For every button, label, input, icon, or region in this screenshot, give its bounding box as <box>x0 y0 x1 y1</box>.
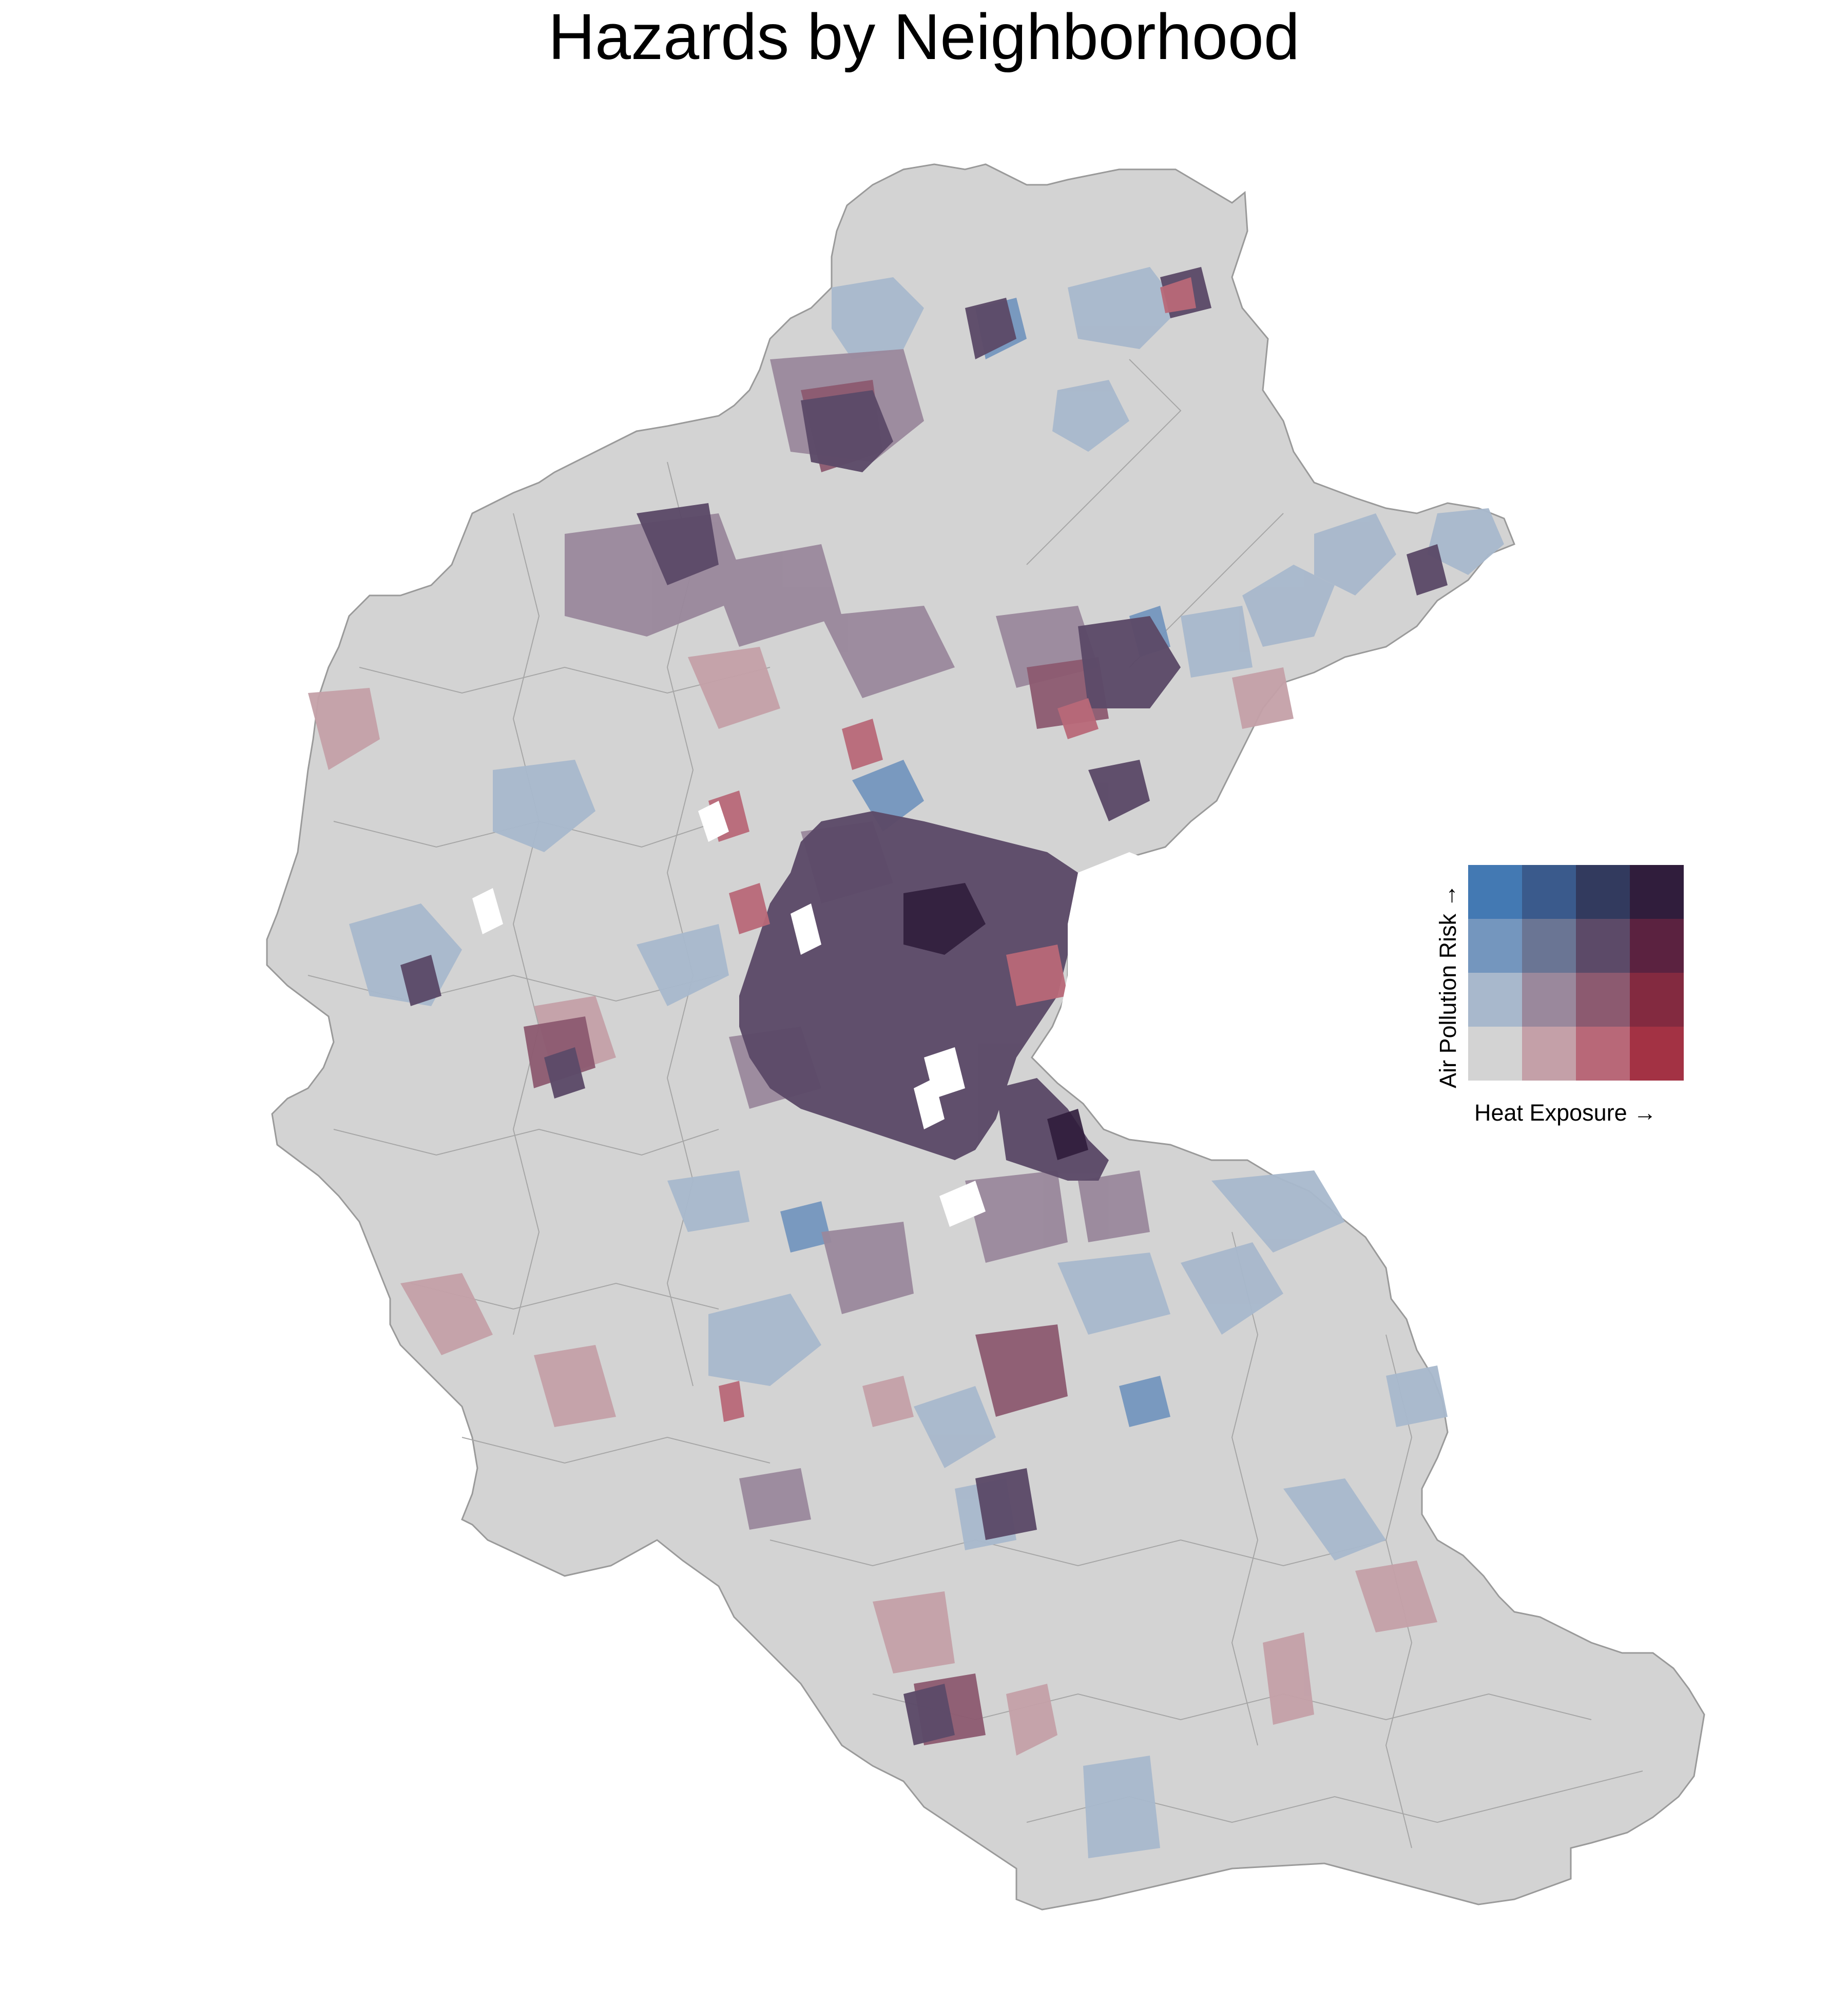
legend-cell <box>1630 865 1684 919</box>
legend-cell <box>1522 919 1576 973</box>
legend-cell <box>1576 1027 1630 1081</box>
legend-x-label: Heat Exposure → <box>1474 1100 1657 1126</box>
legend-cell <box>1522 865 1576 919</box>
area-darkest <box>903 883 1088 1160</box>
legend-cell <box>1522 973 1576 1027</box>
legend-cell <box>1468 919 1522 973</box>
legend-cell <box>1576 865 1630 919</box>
map-title: Hazards by Neighborhood <box>548 1 1300 73</box>
area-light-blue <box>349 267 1504 1858</box>
legend-cell <box>1630 919 1684 973</box>
legend-cell <box>1468 865 1522 919</box>
bivariate-legend <box>1468 865 1684 1081</box>
legend-cell <box>1468 973 1522 1027</box>
legend-cell <box>1630 973 1684 1027</box>
legend-cell <box>1576 973 1630 1027</box>
legend-cell <box>1576 919 1630 973</box>
legend-cell <box>1468 1027 1522 1081</box>
area-red <box>708 277 1196 1422</box>
legend-y-label: Air Pollution Risk → <box>1435 884 1461 1088</box>
legend-cell <box>1522 1027 1576 1081</box>
legend-cell <box>1630 1027 1684 1081</box>
water-areas <box>472 801 1232 1227</box>
